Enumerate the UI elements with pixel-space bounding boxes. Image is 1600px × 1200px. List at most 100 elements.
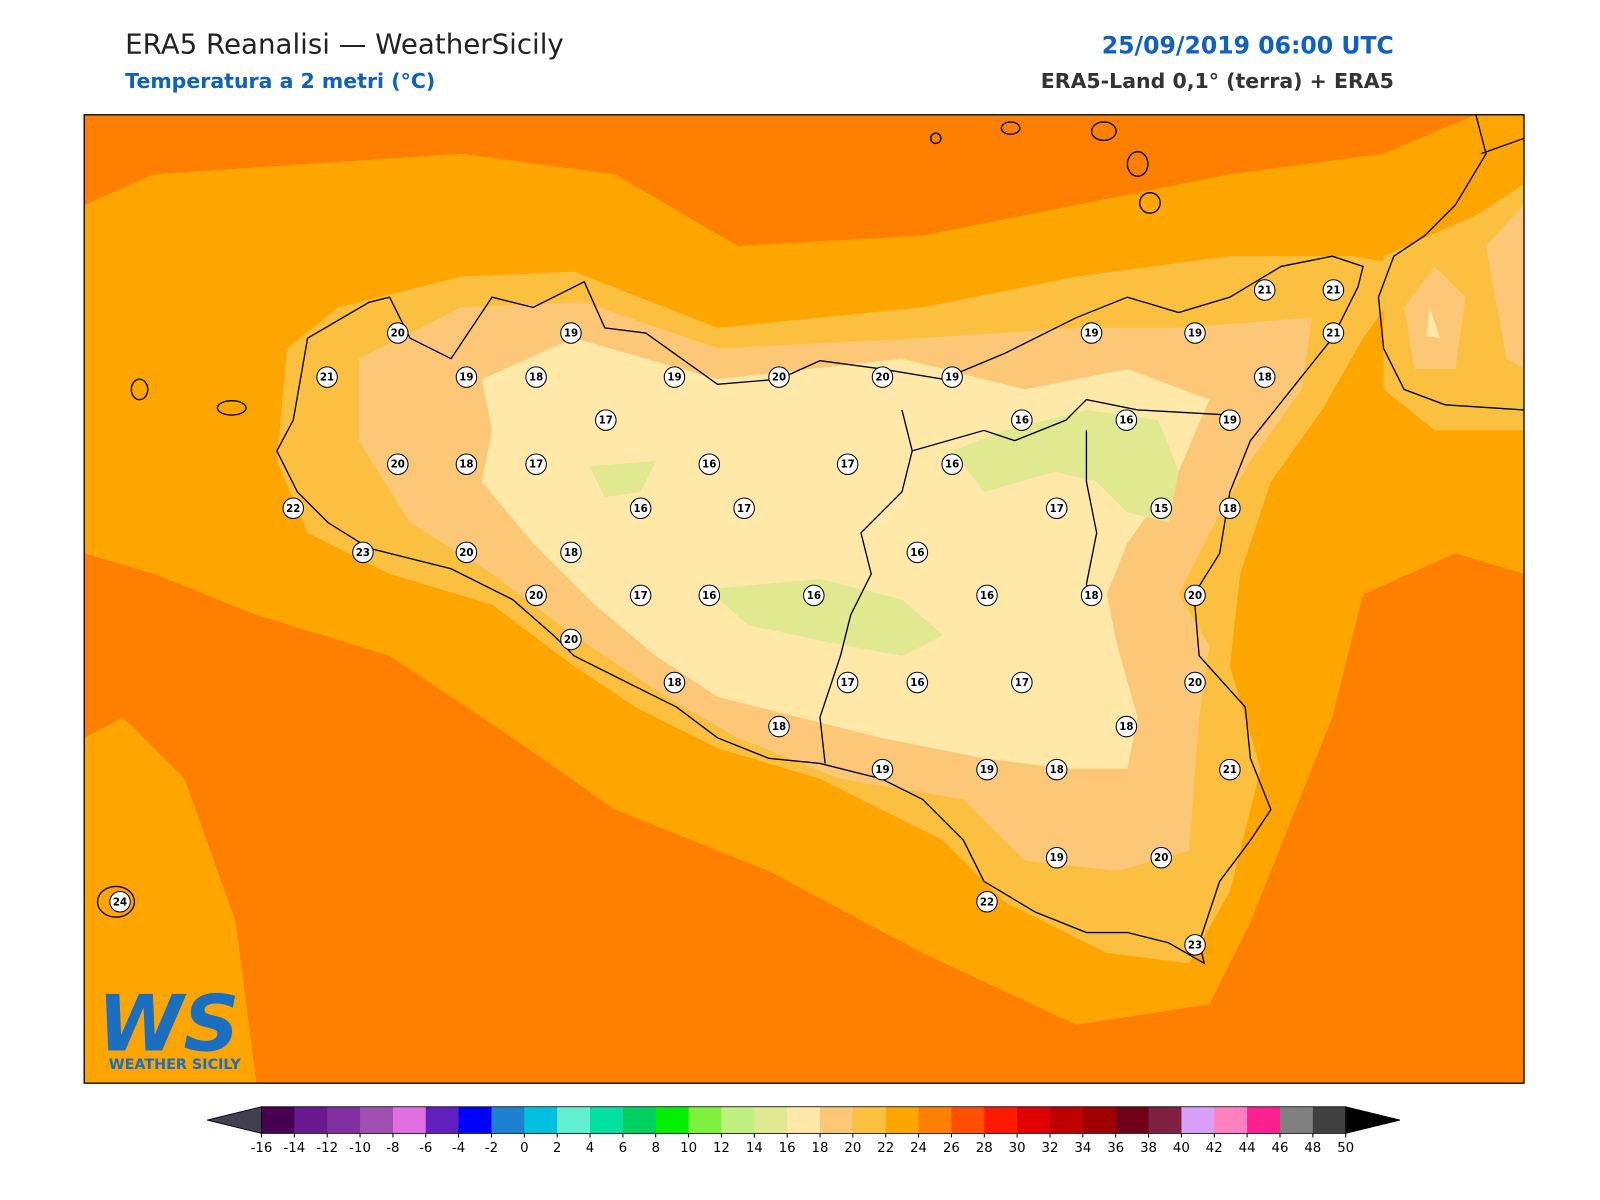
station-marker (1045, 758, 1068, 781)
field-14-16 (589, 409, 1179, 656)
station-value: 20 (459, 547, 473, 559)
colorbar-box (688, 1106, 722, 1134)
station-value: 19 (459, 372, 473, 384)
station-value: 19 (1188, 328, 1202, 340)
station-marker (871, 758, 894, 781)
colorbar-tick-label: 50 (1337, 1141, 1354, 1156)
colorbar-tick-label: -16 (251, 1141, 273, 1156)
station-marker (1219, 497, 1241, 520)
station-value: 20 (564, 634, 578, 646)
station-marker (1219, 409, 1241, 431)
station-value: 20 (875, 372, 889, 384)
station-value: 16 (980, 590, 994, 602)
station-marker (560, 541, 582, 564)
colorbar-tick-label: 6 (619, 1141, 627, 1156)
logo-letters: WS (98, 979, 240, 1069)
station: 20 (455, 541, 478, 564)
colorbar-box (754, 1106, 788, 1134)
station-value: 18 (564, 547, 578, 559)
station: 20 (871, 366, 894, 388)
colorbar-box (1312, 1106, 1347, 1134)
station: 20 (1184, 671, 1206, 694)
colorbar-box (951, 1106, 985, 1134)
station-marker (1011, 409, 1033, 431)
station-value: 18 (772, 721, 786, 733)
station: 18 (1080, 584, 1103, 607)
station-marker (1322, 322, 1345, 344)
station-marker (768, 366, 790, 388)
station-marker (560, 628, 582, 651)
station: 20 (560, 628, 582, 651)
station: 16 (629, 497, 652, 520)
station: 16 (941, 453, 963, 475)
station-marker (282, 497, 305, 520)
station-value: 19 (1084, 328, 1098, 340)
colorbar-tick-label: 20 (844, 1141, 861, 1156)
colorbar-tick-label: 28 (976, 1141, 993, 1156)
station-value: 23 (1188, 939, 1202, 951)
station: 18 (1045, 758, 1068, 781)
colorbar-tick-label: 26 (943, 1141, 960, 1156)
station-value: 17 (1050, 503, 1064, 515)
colorbar-box (1279, 1106, 1314, 1134)
colorbar-over (1345, 1106, 1401, 1134)
station-marker (109, 891, 131, 913)
station-marker (1253, 366, 1276, 388)
colorbar-tick-label: 4 (586, 1141, 594, 1156)
station: 16 (906, 541, 929, 564)
station-marker (1219, 758, 1241, 781)
station: 20 (768, 366, 790, 388)
station-value: 16 (702, 590, 716, 602)
station-marker (1115, 715, 1138, 738)
station: 19 (560, 322, 582, 344)
station: 21 (1322, 322, 1345, 344)
station: 21 (1219, 758, 1241, 781)
colorbar-box (885, 1106, 920, 1134)
station-value: 16 (702, 459, 716, 471)
station-value: 18 (1119, 721, 1133, 733)
station-marker (455, 541, 478, 564)
station-value: 19 (564, 328, 578, 340)
station-marker (1253, 279, 1276, 301)
station-value: 16 (910, 547, 924, 559)
colorbar-tick-label: 40 (1173, 1141, 1190, 1156)
station-marker (1115, 409, 1138, 431)
station-value: 21 (1258, 285, 1272, 297)
station-marker (1322, 279, 1345, 301)
station: 19 (663, 366, 686, 388)
colorbar-tick-label: -4 (452, 1141, 465, 1156)
colorbar-box (918, 1106, 952, 1134)
station-marker (1184, 584, 1206, 607)
colorbar-tick-label: 16 (779, 1141, 796, 1156)
station-value: 17 (529, 459, 543, 471)
station-marker (733, 497, 755, 520)
station: 19 (976, 758, 998, 781)
station-value: 17 (841, 459, 855, 471)
station-marker (455, 366, 478, 388)
station-value: 16 (945, 459, 959, 471)
colorbar-box (984, 1106, 1018, 1134)
station: 17 (595, 409, 617, 431)
station-value: 23 (356, 547, 370, 559)
colorbar-tick-label: 34 (1074, 1141, 1091, 1156)
station-marker (1080, 584, 1103, 607)
station: 19 (941, 366, 963, 388)
station-value: 21 (320, 372, 334, 384)
station: 19 (455, 366, 478, 388)
colorbar-box (1017, 1106, 1051, 1134)
station: 20 (1184, 584, 1206, 607)
colorbar: -16 -14 -12 -10 -8 -6 -4 -2 0 2 4 6 8 10 12 14 16 18 20 22 2… (207, 1106, 1401, 1156)
station-marker (1184, 934, 1206, 956)
station: 16 (1011, 409, 1033, 431)
colorbar-box (524, 1106, 558, 1134)
colorbar-tick-label: 22 (877, 1141, 894, 1156)
colorbar-tick-label: 32 (1042, 1141, 1059, 1156)
colorbar-tick-label: -10 (349, 1141, 371, 1156)
station: 17 (836, 671, 859, 694)
station: 19 (1080, 322, 1103, 344)
colorbar-box (491, 1106, 525, 1134)
map-frame (83, 114, 1525, 1084)
station-marker (906, 541, 929, 564)
station: 17 (836, 453, 859, 475)
datetime: 25/09/2019 06:00 UTC (1102, 31, 1394, 59)
